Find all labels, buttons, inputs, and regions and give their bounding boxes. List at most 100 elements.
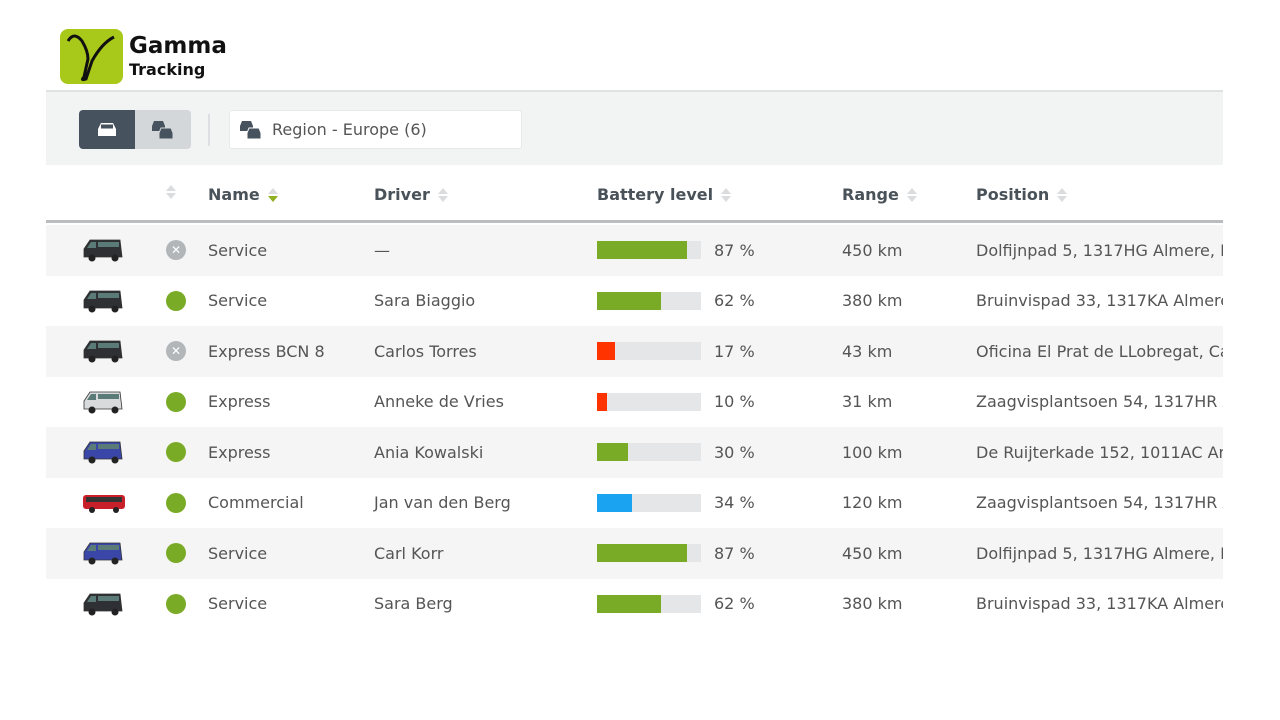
- position: Bruinvispad 33, 1317KA Almere,: [976, 594, 1223, 614]
- battery-percent: 87 %: [714, 543, 755, 563]
- online-status-icon: [166, 391, 186, 412]
- column-name[interactable]: Name: [208, 185, 278, 204]
- battery-percent: 62 %: [714, 291, 755, 311]
- battery-bar: [597, 342, 701, 360]
- driver-name: Sara Berg: [374, 594, 453, 614]
- battery-fill: [597, 392, 608, 411]
- column-position[interactable]: Position: [976, 185, 1068, 204]
- battery-fill: [597, 443, 629, 461]
- battery-bar: [597, 241, 701, 259]
- red-bus-icon: [82, 478, 126, 529]
- battery-fill: [597, 493, 633, 512]
- vehicle-name: Express: [208, 442, 271, 462]
- position: Zaagvisplantsoen 54, 1317HR Al: [976, 493, 1223, 513]
- table-row[interactable]: Service Sara Biaggio 62 % 380 km Bruinvi…: [46, 276, 1223, 327]
- battery-percent: 30 %: [714, 442, 755, 462]
- table-row[interactable]: Service Sara Berg 62 % 380 km Bruinvispa…: [46, 579, 1223, 630]
- online-status-icon: [166, 492, 186, 513]
- divider: [208, 114, 210, 146]
- range: 120 km: [842, 493, 903, 513]
- sort-status[interactable]: [166, 185, 176, 199]
- driver-name: Ania Kowalski: [374, 442, 484, 462]
- driver-name: Jan van den Berg: [374, 493, 511, 513]
- vehicle-name: Express BCN 8: [208, 341, 325, 361]
- driver-name: Anneke de Vries: [374, 392, 504, 412]
- column-label: Name: [208, 185, 260, 204]
- battery-fill: [597, 241, 688, 259]
- column-label: Battery level: [597, 185, 714, 204]
- dark-van-icon: [82, 326, 124, 377]
- column-battery[interactable]: Battery level: [597, 185, 732, 204]
- table-row[interactable]: Express Anneke de Vries 10 % 31 km Zaagv…: [46, 377, 1223, 428]
- battery-bar: [597, 392, 701, 411]
- sort-icon: [906, 187, 917, 202]
- driver-name: —: [374, 240, 390, 260]
- battery-bar: [597, 493, 701, 512]
- white-van-icon: [82, 377, 124, 428]
- vehicle-name: Service: [208, 594, 268, 614]
- range: 450 km: [842, 240, 903, 260]
- sort-icon: [721, 187, 732, 202]
- battery-bar: [597, 443, 701, 461]
- battery-fill: [597, 594, 662, 613]
- sort-icon: [166, 185, 176, 199]
- sort-icon: [1057, 187, 1068, 202]
- brand-name: Gamma: [129, 33, 227, 59]
- battery-percent: 10 %: [714, 392, 755, 412]
- position: Dolfijnpad 5, 1317HG Almere, N: [976, 543, 1223, 563]
- region-label: Region - Europe (6): [272, 120, 427, 139]
- range: 31 km: [842, 392, 893, 412]
- column-driver[interactable]: Driver: [374, 185, 448, 204]
- dark-van-icon: [82, 579, 124, 630]
- battery-percent: 34 %: [714, 493, 755, 513]
- table-row[interactable]: Commercial Jan van den Berg 34 % 120 km …: [46, 478, 1223, 529]
- blue-van-icon: [82, 427, 124, 478]
- online-status-icon: [166, 593, 186, 614]
- battery-bar: [597, 291, 701, 310]
- battery-bar: [597, 594, 701, 613]
- gamma-logo: [60, 29, 123, 84]
- single-vehicle-view-button[interactable]: [79, 110, 135, 149]
- toolbar: Region - Europe (6): [46, 90, 1223, 165]
- table-row[interactable]: Express Ania Kowalski 30 % 100 km De Rui…: [46, 427, 1223, 478]
- column-label: Position: [976, 185, 1050, 204]
- offline-status-icon: ✕: [166, 341, 186, 361]
- battery-fill: [597, 291, 662, 310]
- offline-status-icon: ✕: [166, 240, 186, 260]
- range: 450 km: [842, 543, 903, 563]
- car-icon: [98, 122, 116, 136]
- sort-icon: [437, 187, 448, 202]
- range: 380 km: [842, 291, 903, 311]
- range: 100 km: [842, 442, 903, 462]
- sort-desc-icon: [267, 187, 278, 202]
- driver-name: Carlos Torres: [374, 341, 477, 361]
- battery-percent: 87 %: [714, 240, 755, 260]
- online-status-icon: [166, 290, 186, 311]
- vehicle-name: Service: [208, 543, 268, 563]
- battery-bar: [597, 544, 701, 562]
- group-view-button[interactable]: [135, 110, 191, 149]
- vehicle-name: Service: [208, 291, 268, 311]
- blue-van-icon: [82, 528, 124, 579]
- vehicle-name: Commercial: [208, 493, 304, 513]
- position: Dolfijnpad 5, 1317HG Almere, N: [976, 240, 1223, 260]
- battery-fill: [597, 342, 615, 360]
- column-range[interactable]: Range: [842, 185, 917, 204]
- battery-fill: [597, 544, 688, 562]
- column-label: Driver: [374, 185, 430, 204]
- table-row[interactable]: ✕ Express BCN 8 Carlos Torres 17 % 43 km…: [46, 326, 1223, 377]
- region-selector[interactable]: Region - Europe (6): [229, 110, 522, 149]
- table-row[interactable]: ✕ Service — 87 % 450 km Dolfijnpad 5, 13…: [46, 225, 1223, 276]
- table-row[interactable]: Service Carl Korr 87 % 450 km Dolfijnpad…: [46, 528, 1223, 579]
- range: 380 km: [842, 594, 903, 614]
- dark-van-icon: [82, 276, 124, 327]
- position: Oficina El Prat de LLobregat, Ca: [976, 341, 1223, 361]
- battery-percent: 62 %: [714, 594, 755, 614]
- cars-icon: [240, 120, 262, 139]
- dark-van-icon: [82, 225, 124, 276]
- position: Zaagvisplantsoen 54, 1317HR Al: [976, 392, 1223, 412]
- driver-name: Sara Biaggio: [374, 291, 476, 311]
- position: De Ruijterkade 152, 1011AC Am: [976, 442, 1223, 462]
- brand-subtitle: Tracking: [129, 60, 206, 79]
- battery-percent: 17 %: [714, 341, 755, 361]
